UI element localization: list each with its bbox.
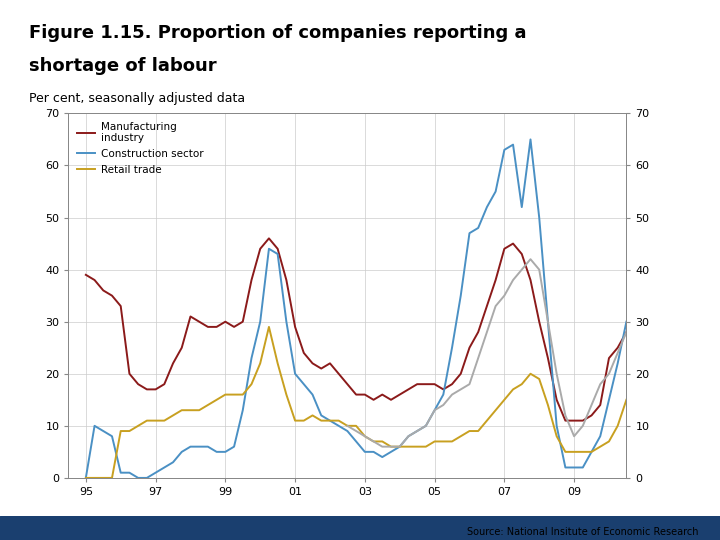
Line: Construction sector: Construction sector — [86, 139, 626, 478]
Retail trade — [343, 423, 351, 429]
Manufacturing
industry — [265, 235, 274, 241]
Manufacturing
industry — [465, 345, 474, 351]
Manufacturing
industry — [361, 392, 369, 398]
Construction sector — [622, 319, 631, 325]
Retail trade — [265, 323, 274, 330]
Retail trade — [465, 428, 474, 434]
Manufacturing
industry — [613, 345, 622, 351]
Line: Retail trade: Retail trade — [86, 327, 626, 478]
Manufacturing
industry — [230, 323, 238, 330]
Retail trade — [622, 396, 631, 403]
Manufacturing
industry — [81, 272, 90, 278]
Manufacturing
industry — [247, 277, 256, 284]
Text: shortage of labour: shortage of labour — [29, 57, 217, 75]
Manufacturing
industry — [622, 329, 631, 335]
Manufacturing
industry — [343, 381, 351, 387]
Construction sector — [456, 293, 465, 299]
Retail trade — [247, 381, 256, 387]
Construction sector — [81, 475, 90, 481]
Retail trade — [81, 475, 90, 481]
Retail trade — [230, 392, 238, 398]
Text: Figure 1.15. Proportion of companies reporting a: Figure 1.15. Proportion of companies rep… — [29, 24, 526, 42]
Text: Per cent, seasonally adjusted data: Per cent, seasonally adjusted data — [29, 92, 245, 105]
Text: SVERIGES
RIKSBANK: SVERIGES RIKSBANK — [642, 61, 679, 72]
Legend: Manufacturing
industry, Construction sector, Retail trade: Manufacturing industry, Construction sec… — [73, 119, 207, 178]
Retail trade — [613, 423, 622, 429]
Text: Source: National Insitute of Economic Research: Source: National Insitute of Economic Re… — [467, 527, 698, 537]
Construction sector — [352, 438, 361, 445]
Manufacturing
industry — [561, 417, 570, 424]
Construction sector — [334, 423, 343, 429]
Construction sector — [247, 355, 256, 361]
Construction sector — [230, 443, 238, 450]
Line: Manufacturing
industry: Manufacturing industry — [86, 238, 626, 421]
Retail trade — [361, 433, 369, 440]
Construction sector — [526, 136, 535, 143]
Construction sector — [613, 360, 622, 367]
